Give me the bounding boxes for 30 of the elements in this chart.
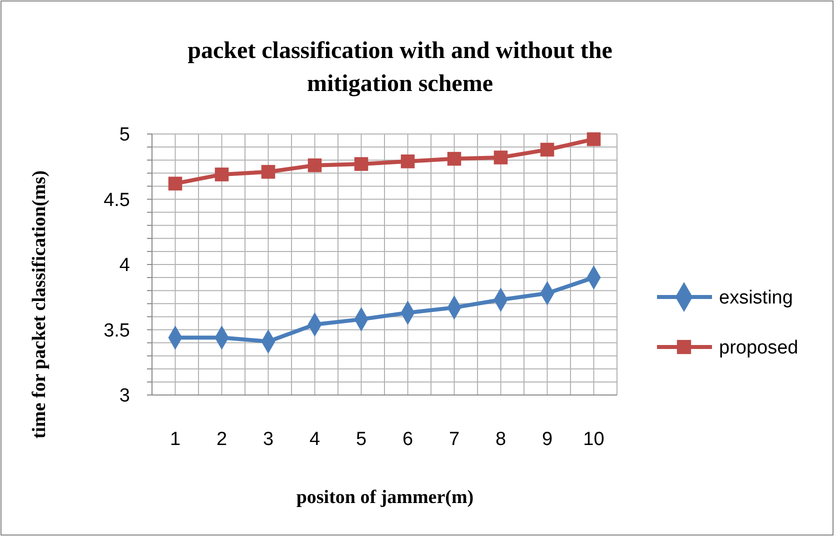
x-tick-label: 8 [495, 429, 506, 450]
point [214, 168, 229, 182]
legend-label: exsisting [719, 288, 793, 309]
x-tick-label: 9 [542, 429, 553, 450]
x-tick-label: 3 [262, 429, 274, 450]
point [308, 158, 322, 172]
x-tick-label: 7 [448, 429, 460, 450]
x-tick-label: 1 [170, 429, 181, 450]
y-tick-label: 4.5 [104, 190, 130, 211]
point [354, 157, 368, 171]
point [447, 152, 462, 166]
x-axis-title: positon of jammer(m) [296, 487, 474, 508]
point [540, 142, 554, 157]
legend-label: proposed [719, 338, 798, 359]
chart-title: packet classification with and without the mitigation scheme [188, 38, 613, 97]
point [261, 164, 276, 179]
x-tick-label: 4 [309, 429, 320, 450]
x-tick-label: 6 [402, 429, 414, 450]
point [168, 176, 182, 190]
x-tick-label: 2 [216, 429, 228, 450]
x-tick-label: 5 [356, 429, 367, 450]
y-tick-label: 3.5 [104, 320, 130, 342]
y-axis-title: time for packet classification(ms) [29, 170, 50, 439]
x-tick-label: 10 [583, 429, 604, 450]
point [400, 154, 415, 168]
point [586, 132, 601, 146]
y-tick-label: 3 [119, 386, 130, 407]
y-tick-label: 4 [119, 255, 130, 276]
y-tick-label: 5 [119, 124, 130, 146]
point [494, 150, 508, 164]
